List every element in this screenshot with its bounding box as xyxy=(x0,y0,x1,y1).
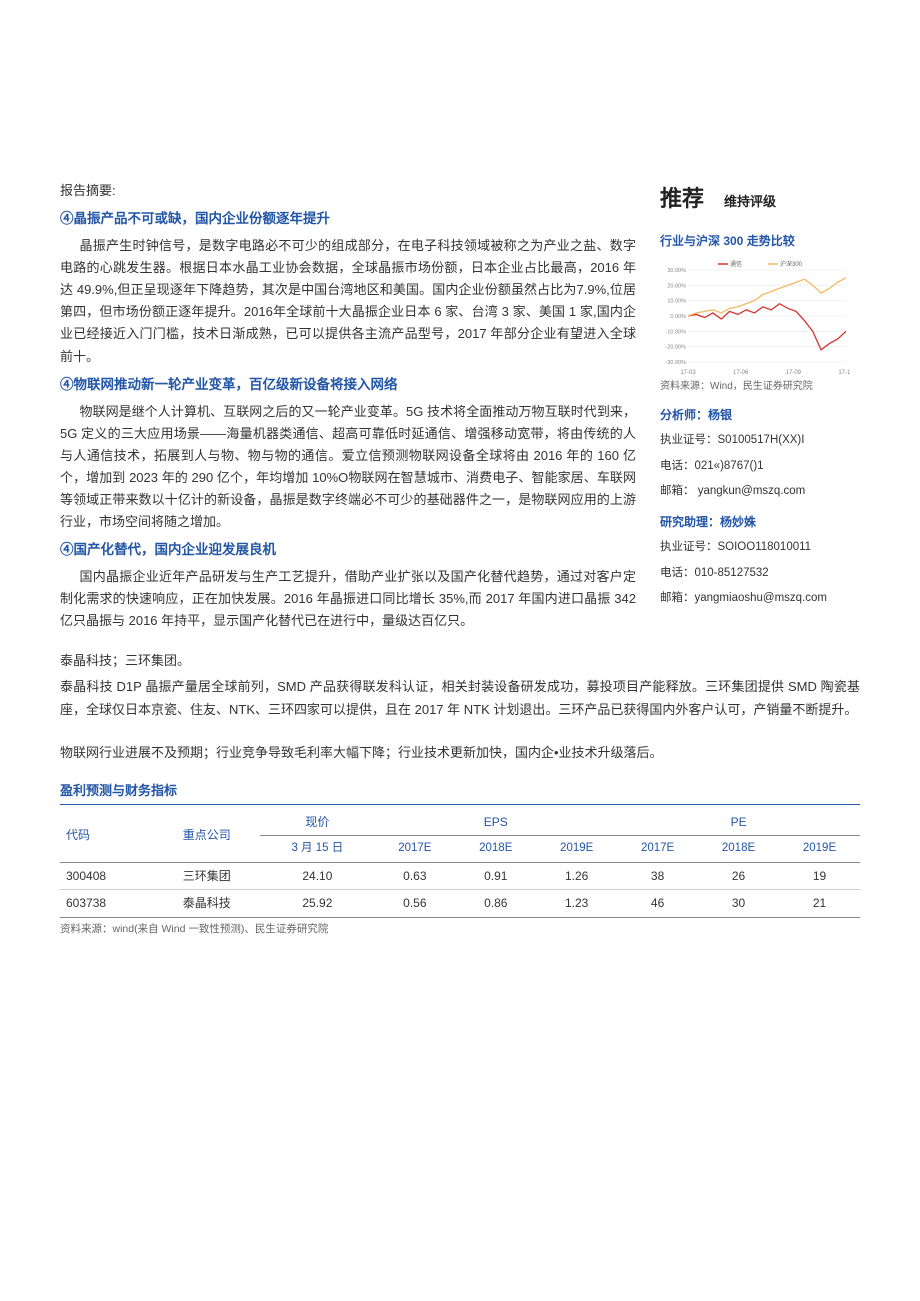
svg-text:-20.00%: -20.00% xyxy=(666,344,687,350)
th-company: 重点公司 xyxy=(153,809,260,862)
assistant-email: 邮箱：yangmiaoshu@mszq.com xyxy=(660,589,860,609)
svg-text:0.00%: 0.00% xyxy=(670,314,686,320)
table-cell: 1.23 xyxy=(536,890,617,917)
th-year: 2019E xyxy=(536,836,617,863)
table-cell: 三环集团 xyxy=(153,862,260,889)
section-3: ④国产化替代，国内企业迎发展良机 国内晶振企业近年产品研发与生产工艺提升，借助产… xyxy=(60,539,636,632)
th-eps: EPS xyxy=(374,809,617,836)
svg-text:17-09: 17-09 xyxy=(786,370,802,376)
trend-chart: 30.00% 20.00% 10.00% 0.00% -10.00% -20.00% -30… xyxy=(660,256,850,376)
section-paragraph: 物联网是继个人计算机、互联网之后的又一轮产业变革。5G 技术将全面推动万物互联时… xyxy=(60,401,636,534)
th-year: 2018E xyxy=(455,836,536,863)
th-price: 现价 xyxy=(260,809,374,836)
assistant-label: 研究助理：杨妙姝 xyxy=(660,512,860,532)
full-width-block: 泰晶科技；三环集团。 泰晶科技 D1P 晶振产量居全球前列，SMD 产品获得联发… xyxy=(60,650,860,763)
section-paragraph: 晶振产生时钟信号，是数字电路必不可少的组成部分，在电子科技领域被称之为产业之盐、… xyxy=(60,235,636,368)
table-cell: 30 xyxy=(698,890,779,917)
table-cell: 603738 xyxy=(60,890,153,917)
table-row: 603738泰晶科技25.920.560.861.23463021 xyxy=(60,890,860,917)
th-year: 2019E xyxy=(779,836,860,863)
table-row: 300408三环集团24.100.630.911.26382619 xyxy=(60,862,860,889)
analyst-phone: 电话：021«)8767()1 xyxy=(660,457,860,477)
chart-source: 资料来源：Wind，民生证券研究院 xyxy=(660,378,860,395)
svg-text:沪深300: 沪深300 xyxy=(780,260,803,268)
chart-title: 行业与沪深 300 走势比较 xyxy=(660,231,860,251)
table-title: 盈利预测与财务指标 xyxy=(60,780,860,805)
table-cell: 25.92 xyxy=(260,890,374,917)
table-cell: 46 xyxy=(617,890,698,917)
th-year: 2017E xyxy=(374,836,455,863)
table-cell: 38 xyxy=(617,862,698,889)
svg-text:-10.00%: -10.00% xyxy=(666,329,687,335)
rating-main: 推荐 xyxy=(660,180,704,217)
table-cell: 0.91 xyxy=(455,862,536,889)
section-heading: ④国产化替代，国内企业迎发展良机 xyxy=(60,539,636,562)
table-cell: 26 xyxy=(698,862,779,889)
th-pe: PE xyxy=(617,809,860,836)
th-price-date: 3 月 15 日 xyxy=(260,836,374,863)
financial-table: 代码 重点公司 现价 EPS PE 3 月 15 日 2017E 2018E 2… xyxy=(60,809,860,918)
svg-text:通信: 通信 xyxy=(730,260,742,268)
svg-text:17-03: 17-03 xyxy=(680,370,696,376)
th-year: 2017E xyxy=(617,836,698,863)
main-column: 报告摘要: ④晶振产品不可或缺，国内企业份额逐年提升 晶振产生时钟信号，是数字电… xyxy=(60,180,636,636)
full-paragraph: 泰晶科技；三环集团。 xyxy=(60,650,860,672)
table-cell: 0.86 xyxy=(455,890,536,917)
rating-block: 推荐 维持评级 xyxy=(660,180,860,217)
svg-text:17-12: 17-12 xyxy=(838,370,850,376)
section-paragraph: 国内晶振企业近年产品研发与生产工艺提升，借助产业扩张以及国产化替代趋势，通过对客… xyxy=(60,566,636,632)
table-cell: 300408 xyxy=(60,862,153,889)
sidebar: 推荐 维持评级 行业与沪深 300 走势比较 30.00% 20.00% 10.00… xyxy=(660,180,860,636)
full-paragraph xyxy=(60,725,860,738)
analyst-email: 邮箱： yangkun@mszq.com xyxy=(660,482,860,502)
th-year: 2018E xyxy=(698,836,779,863)
table-cell: 0.56 xyxy=(374,890,455,917)
full-paragraph: 泰晶科技 D1P 晶振产量居全球前列，SMD 产品获得联发科认证，相关封装设备研… xyxy=(60,676,860,720)
svg-text:17-06: 17-06 xyxy=(733,370,749,376)
section-2: ④物联网推动新一轮产业变革，百亿级新设备将接入网络 物联网是继个人计算机、互联网… xyxy=(60,374,636,534)
th-code: 代码 xyxy=(60,809,153,862)
table-source: 资料来源：wind(来自 Wind 一致性预测)、民生证券研究院 xyxy=(60,921,860,939)
rating-sub: 维持评级 xyxy=(724,191,776,213)
assistant-phone: 电话：010-85127532 xyxy=(660,564,860,584)
assistant-cert: 执业证号：SOIOO118010011 xyxy=(660,538,860,558)
table-cell: 1.26 xyxy=(536,862,617,889)
svg-text:30.00%: 30.00% xyxy=(667,268,686,274)
full-paragraph: 物联网行业进展不及预期；行业竞争导致毛利率大幅下降；行业技术更新加快，国内企•业… xyxy=(60,742,860,764)
table-cell: 21 xyxy=(779,890,860,917)
section-1: ④晶振产品不可或缺，国内企业份额逐年提升 晶振产生时钟信号，是数字电路必不可少的… xyxy=(60,208,636,368)
abstract-label: 报告摘要: xyxy=(60,180,636,202)
table-cell: 24.10 xyxy=(260,862,374,889)
svg-text:20.00%: 20.00% xyxy=(667,283,686,289)
analyst-cert: 执业证号：S0100517H(XX)I xyxy=(660,431,860,451)
section-heading: ④晶振产品不可或缺，国内企业份额逐年提升 xyxy=(60,208,636,231)
table-cell: 0.63 xyxy=(374,862,455,889)
table-cell: 19 xyxy=(779,862,860,889)
svg-text:10.00%: 10.00% xyxy=(667,298,686,304)
section-heading: ④物联网推动新一轮产业变革，百亿级新设备将接入网络 xyxy=(60,374,636,397)
svg-text:-30.00%: -30.00% xyxy=(666,360,687,366)
table-cell: 泰晶科技 xyxy=(153,890,260,917)
analyst-label: 分析师：杨银 xyxy=(660,405,860,425)
